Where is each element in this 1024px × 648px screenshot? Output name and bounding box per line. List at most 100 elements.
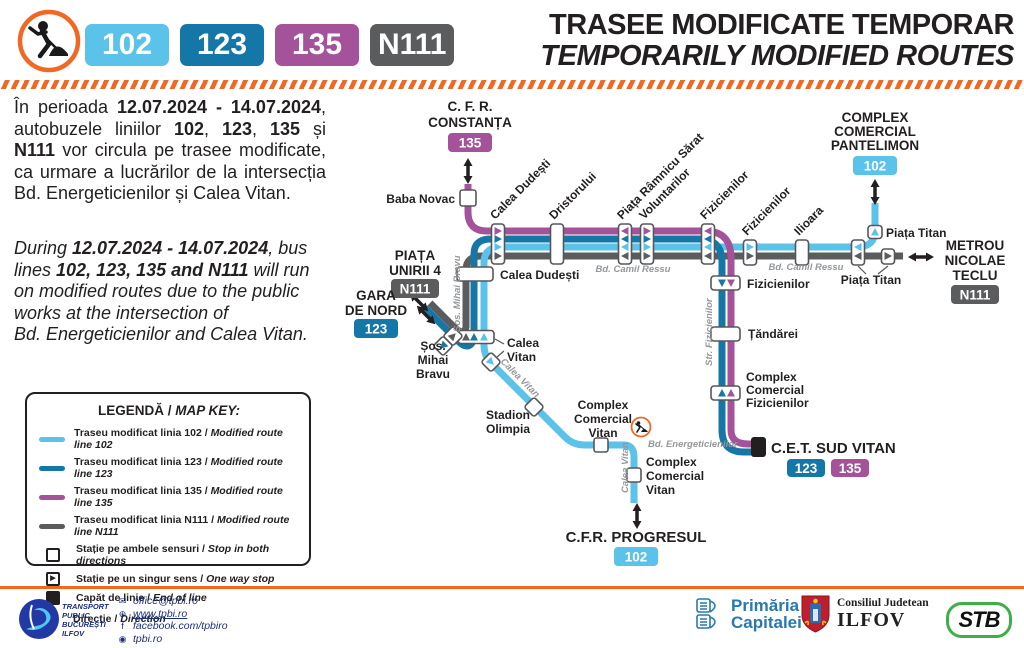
direction-arrow-pantelimon	[868, 177, 882, 207]
stop-label: Vitan	[588, 426, 617, 440]
stop-calea-dudesti-corridor	[490, 223, 506, 265]
legend-stop-both-icon	[46, 548, 60, 562]
tpbi-logo	[18, 597, 60, 646]
primaria-name: Primăria Capitalei	[731, 596, 802, 632]
legend-item-terminus: Capăt de linie / End of line	[39, 591, 299, 605]
stop-label: Vitan	[507, 350, 536, 364]
legend-line-swatch	[39, 523, 65, 529]
street-label: Șos. Mihai Bravu	[452, 255, 463, 332]
street-label: Calea Vitan	[620, 442, 631, 493]
terminal-gara-de-nord: GARA DE NORD 123	[345, 288, 407, 338]
stop-calea-vitan-oneway	[481, 352, 501, 372]
stop-stadion-olimpia	[524, 397, 544, 417]
stop-label: Bravu	[416, 367, 450, 381]
svg-text:123: 123	[795, 461, 818, 476]
svg-text:UNIRII 4: UNIRII 4	[389, 263, 441, 278]
contact-link[interactable]: office@tpbi.ro	[133, 595, 198, 607]
stop-label: Piața Râmnicu Sărat	[614, 130, 706, 222]
stop-dristorului	[549, 223, 565, 265]
contact-list: ✉ office@tpbi.ro ⊕ www.tpbi.ro f faceboo…	[117, 595, 228, 645]
terminal-metrou-teclu: METROU NICOLAE TECLU N111	[945, 238, 1005, 304]
svg-text:102: 102	[864, 159, 887, 174]
direction-arrow-constanta	[461, 156, 475, 186]
terminal-cfr-constanta: C. F. R. CONSTANȚA 135	[428, 99, 512, 152]
route-badge-123	[354, 319, 398, 338]
terminal-piata-unirii: PIAȚA UNIRII 4 N111	[389, 248, 441, 298]
route-badge-102	[853, 156, 897, 175]
hazard-stripe-divider	[0, 80, 1024, 89]
route-line-123	[422, 235, 754, 456]
legend-item-line135: Traseu modificat linia 135 / Modified ro…	[39, 485, 299, 509]
svg-text:C. F. R.: C. F. R.	[447, 99, 492, 114]
legend-box: LEGENDĂ / MAP KEY: Traseu modificat lini…	[25, 392, 311, 627]
route-badge-135: 135	[275, 24, 359, 66]
legend-line-swatch	[39, 465, 65, 471]
stop-label: Calea Dudești	[500, 268, 579, 282]
email-icon: ✉	[118, 596, 127, 606]
legend-items: Traseu modificat linia 102 / Modified ro…	[39, 427, 299, 628]
stop-label: Piața Titan	[841, 273, 901, 287]
svg-text:C.F.R. PROGRESUL: C.F.R. PROGRESUL	[566, 529, 707, 546]
legend-line-swatch	[39, 436, 65, 442]
roadworks-icon-small	[630, 416, 652, 438]
legend-item-stop-both: Stație pe ambele sensuri / Stop in both …	[39, 543, 299, 567]
stop-sos-mihai-bravu-pair	[433, 326, 463, 356]
stop-label: Ilioara	[791, 203, 826, 238]
primaria-emblem-icon	[696, 598, 716, 629]
route-badge-102	[614, 547, 658, 566]
stop-label: Baba Novac	[386, 192, 455, 206]
stop-label: Fizicienilor	[746, 396, 809, 410]
connector-piata-titan	[857, 265, 889, 275]
stop-fizicienilor-east	[742, 239, 758, 266]
connector-calea-vitan	[494, 338, 505, 358]
svg-text:COMERCIAL: COMERCIAL	[834, 124, 916, 139]
stop-label: Vitan	[646, 483, 675, 497]
stop-tandarei	[710, 326, 741, 342]
contact-link[interactable]: tpbi.ro	[133, 632, 163, 645]
direction-arrow-progresul	[630, 501, 644, 531]
tpbi-name: TRANSPORT PUBLIC BUCUREȘTI ILFOV	[62, 602, 109, 638]
stop-piata-titan-west	[850, 239, 866, 266]
svg-text:PIAȚA: PIAȚA	[395, 248, 436, 263]
contact-link[interactable]: facebook.com/tpbiro	[133, 620, 228, 632]
stop-label: Fizicienilor	[739, 184, 793, 238]
terminal-cet-sud-vitan: C.E.T. SUD VITAN 123 135	[771, 440, 896, 477]
svg-text:N111: N111	[400, 282, 431, 297]
title-english: TEMPORARILY MODIFIED ROUTES	[540, 40, 1014, 72]
route-badge-135	[831, 459, 869, 477]
legend-item-line102: Traseu modificat linia 102 / Modified ro…	[39, 427, 299, 451]
stop-complex-comercial-vitan-1	[593, 437, 609, 453]
stop-baba-novac	[459, 189, 477, 207]
svg-text:102: 102	[625, 550, 648, 565]
facebook-icon: f	[121, 621, 124, 631]
page-title: TRASEE MODIFICATE TEMPORAR TEMPORARILY M…	[540, 10, 1014, 72]
legend-line-swatch	[39, 494, 65, 500]
stop-label: Stadion	[486, 408, 530, 422]
contact-link[interactable]: www.tpbi.ro	[133, 607, 188, 620]
route-badge-102: 102	[85, 24, 169, 66]
stop-label: Țăndărei	[748, 327, 798, 341]
stop-label: Comercial	[646, 469, 704, 483]
notice-paragraph-ro: În perioada 12.07.2024 - 14.07.2024, aut…	[14, 97, 327, 204]
street-label: Bd. Energeticienilor	[648, 439, 739, 450]
street-label: Str. Fizicienilor	[704, 297, 715, 366]
route-badge-N111	[951, 285, 999, 304]
svg-text:C.E.T. SUD VITAN: C.E.T. SUD VITAN	[771, 440, 896, 457]
svg-text:CONSTANȚA: CONSTANȚA	[428, 115, 512, 130]
svg-text:123: 123	[365, 322, 388, 337]
svg-text:TECLU: TECLU	[953, 268, 998, 283]
terminal-cfr-progresul: C.F.R. PROGRESUL 102	[566, 529, 707, 566]
terminus-cet-sud-vitan	[751, 437, 766, 457]
footer-divider	[0, 586, 1024, 589]
svg-text:PANTELIMON: PANTELIMON	[831, 138, 919, 153]
roadworks-icon	[16, 8, 82, 79]
legend-terminus-icon	[46, 591, 60, 605]
route-badge-N111	[391, 279, 439, 298]
route-badge-123	[787, 459, 825, 477]
terminal-complex-pantelimon: COMPLEX COMERCIAL PANTELIMON 102	[831, 110, 919, 175]
stop-label: Comercial	[574, 412, 632, 426]
legend-item-lineN111: Traseu modificat linia N111 / Modified r…	[39, 514, 299, 538]
instagram-icon: ◉	[118, 633, 127, 644]
